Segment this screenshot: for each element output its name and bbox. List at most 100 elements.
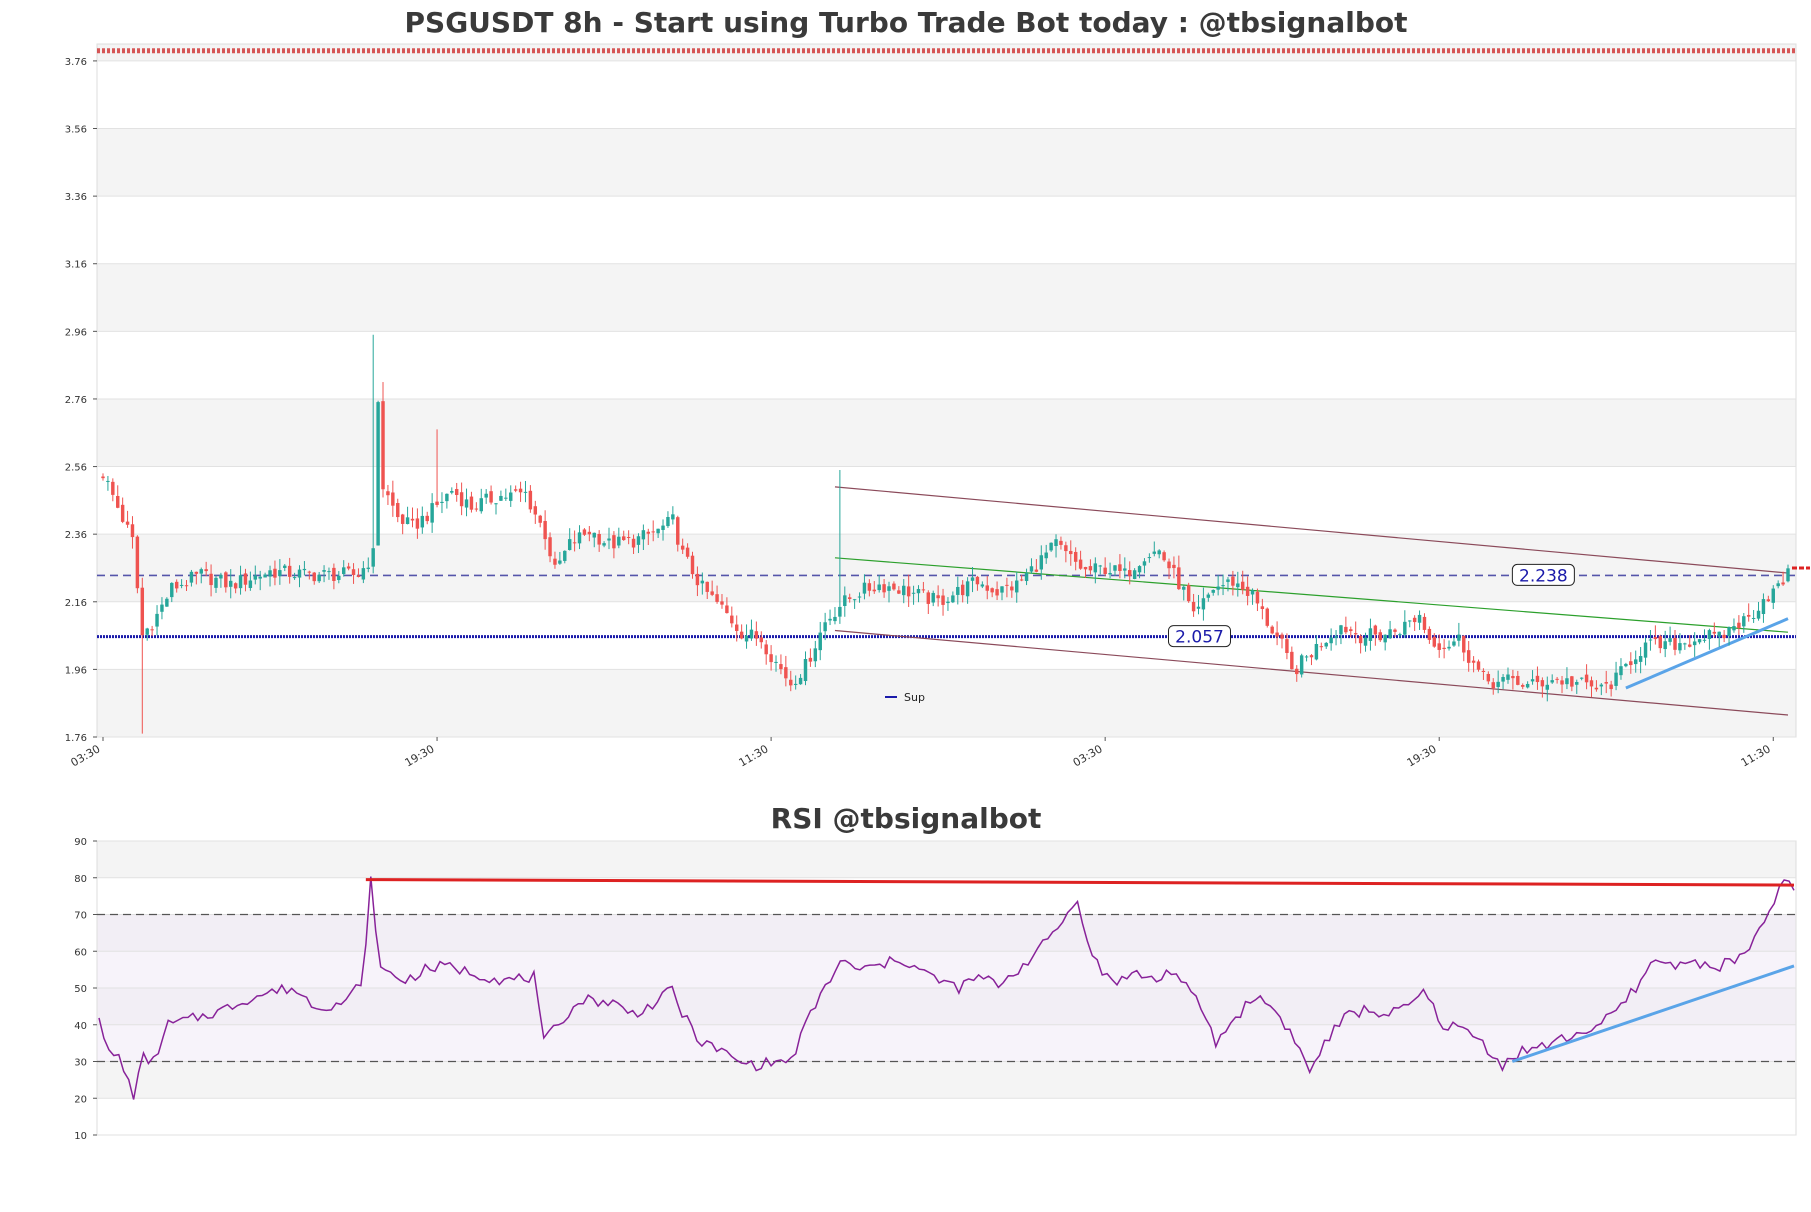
candle-body [990, 588, 994, 593]
rsi-chart-panel: 10 20 30 40 50 60 70 80 90 [74, 837, 1797, 1142]
candle-body [1624, 663, 1628, 667]
candle-body [1349, 629, 1353, 632]
candle-body [1761, 599, 1766, 615]
candle-body [1064, 545, 1068, 552]
candle-body [1501, 677, 1505, 682]
candle-body [1275, 632, 1279, 637]
candle-body [160, 604, 164, 612]
candle-body [666, 516, 670, 527]
candle-body [1486, 673, 1491, 682]
candle-body [400, 514, 405, 524]
candle-body [1255, 591, 1260, 604]
candle-body [238, 575, 243, 589]
candle-body [602, 543, 606, 546]
candle-body [715, 594, 719, 602]
candle-body [803, 659, 808, 682]
candle-body [1614, 672, 1618, 686]
candle-body [405, 517, 410, 525]
x-tick-label: 19:30 [403, 742, 437, 769]
candle-body [1692, 641, 1697, 646]
candle-body [1471, 660, 1476, 663]
candle-body [1201, 598, 1206, 610]
candle-body [1314, 643, 1319, 660]
candle-body [1304, 656, 1309, 658]
candle-body [450, 491, 454, 493]
candle-body [1329, 637, 1333, 644]
candle-body [1432, 636, 1437, 647]
candle-body [1776, 583, 1780, 587]
candle-body [995, 589, 999, 596]
y-tick-label: 3.16 [65, 260, 87, 271]
candle-body [278, 570, 282, 577]
candle-body [322, 570, 326, 572]
candle-body [440, 501, 444, 503]
candle-body [1466, 650, 1471, 663]
candle-body [297, 569, 302, 578]
candle-body [327, 571, 331, 573]
candle-body [617, 536, 621, 546]
candle-body [877, 584, 881, 591]
candle-body [789, 679, 793, 686]
y-tick-label: 3.76 [65, 57, 87, 68]
candle-body [1044, 552, 1048, 559]
candle-body [656, 528, 660, 534]
candle-body [204, 569, 208, 572]
candle-body [548, 537, 552, 557]
background-band [97, 398, 1796, 467]
candle-body [1545, 684, 1550, 690]
candle-body [1280, 634, 1284, 639]
candle-body [612, 535, 616, 549]
candle-body [248, 580, 253, 588]
candle-body [484, 493, 488, 498]
candle-body [381, 401, 385, 490]
candle-body [1525, 683, 1530, 688]
candle-body [892, 583, 896, 590]
candle-body [1422, 616, 1427, 630]
price-level-label-box [1511, 563, 1575, 586]
candle-body [410, 518, 415, 521]
candle-body [676, 517, 680, 545]
candle-body [224, 572, 228, 588]
candle-body [165, 598, 169, 607]
candle-body [337, 575, 341, 580]
candle-body [302, 568, 307, 571]
candle-body [685, 547, 690, 557]
candle-body [779, 664, 783, 670]
candle-body [1462, 635, 1466, 653]
candle-body [366, 567, 370, 569]
candle-body [243, 573, 248, 585]
candle-body [469, 496, 474, 510]
candle-body [233, 583, 238, 589]
background-band [97, 128, 1796, 197]
candle-body [489, 491, 493, 503]
candle-body [258, 576, 262, 579]
candle-body [1118, 564, 1122, 571]
candle-body [567, 539, 572, 551]
candle-body [1643, 642, 1648, 658]
candle-body [887, 586, 891, 591]
candle-body [1299, 655, 1304, 675]
candle-body [504, 497, 508, 499]
candle-body [1786, 568, 1790, 582]
candle-body [268, 570, 272, 577]
candle-body [1069, 550, 1073, 555]
candle-body [1103, 567, 1107, 574]
candle-body [1295, 668, 1299, 675]
candle-body [1098, 565, 1102, 567]
candle-body [1447, 646, 1451, 649]
y-tick-label: 2.16 [65, 598, 87, 609]
candle-body [739, 631, 744, 639]
candle-body [538, 515, 542, 523]
candle-body [140, 587, 145, 636]
candle-body [1088, 566, 1093, 571]
candle-body [116, 495, 120, 508]
candle-body [145, 628, 149, 635]
candle-body [1368, 628, 1373, 641]
candle-body [1737, 622, 1741, 629]
rsi-y-tick-label: 20 [74, 1094, 87, 1105]
candle-body [1172, 564, 1176, 569]
x-tick-label: 03:30 [69, 742, 103, 769]
candle-body [651, 531, 655, 533]
candle-body [916, 589, 921, 594]
candle-body [774, 661, 778, 663]
